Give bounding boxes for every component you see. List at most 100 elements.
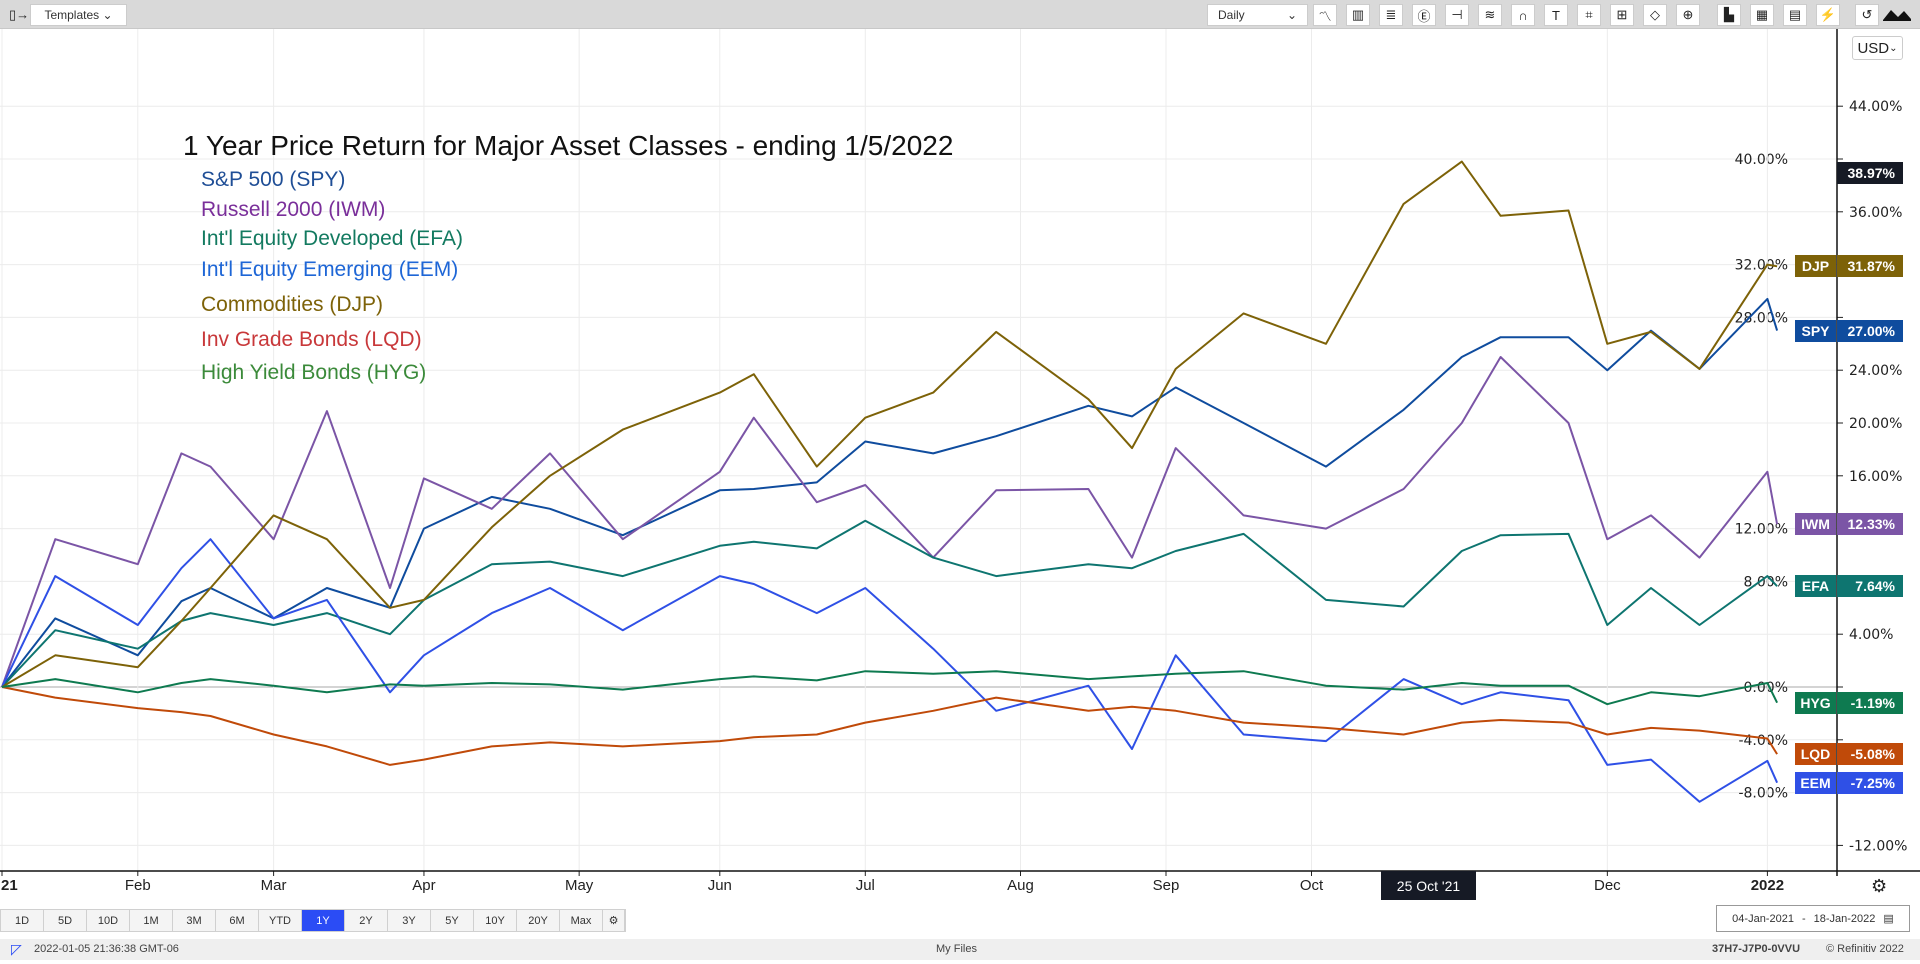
- y-tick-label: 4.00%: [1849, 627, 1893, 643]
- range-button-1d[interactable]: 1D: [1, 910, 44, 931]
- badge-ticker: SPY: [1795, 319, 1836, 342]
- magnet-icon[interactable]: ∩: [1511, 4, 1535, 26]
- range-button-20y[interactable]: 20Y: [517, 910, 560, 931]
- crosshair-icon[interactable]: ⊣: [1445, 4, 1469, 26]
- series-line-lqd: [1, 686, 1778, 766]
- badge-ticker: LQD: [1795, 743, 1836, 766]
- session-code: 37H7-J7P0-0VVU: [1712, 943, 1801, 955]
- price-chart: 44.00%40.00%36.00%32.00%28.00%24.00%20.0…: [0, 29, 1920, 894]
- range-button-5y[interactable]: 5Y: [431, 910, 474, 931]
- chevron-down-icon: ⌄: [1286, 8, 1297, 22]
- legend-item-djp: Commodities (DJP): [201, 293, 384, 316]
- crosshair-value-badge: 38.97%: [1837, 161, 1903, 184]
- last-value-badge-eem: EEM -7.25%: [1795, 771, 1903, 794]
- range-button-3y[interactable]: 3Y: [388, 910, 431, 931]
- y-tick-label: 32.00%: [1735, 258, 1788, 274]
- y-tick-label: 40.00%: [1735, 152, 1788, 168]
- indicators-icon[interactable]: ≣: [1379, 4, 1403, 26]
- badge-ticker: EFA: [1795, 575, 1836, 598]
- templates-dropdown[interactable]: Templates ⌄: [30, 4, 127, 26]
- range-button-1y[interactable]: 1Y: [302, 910, 345, 931]
- rectangle-icon[interactable]: ⌗: [1577, 4, 1601, 26]
- last-value-badge-iwm: IWM 12.33%: [1795, 513, 1903, 536]
- x-tick-label: Jul: [856, 877, 875, 894]
- bar-type-icon[interactable]: ▥: [1346, 4, 1370, 26]
- templates-label: Templates: [44, 8, 100, 22]
- y-tick-label: 36.00%: [1849, 205, 1902, 221]
- studies-icon[interactable]: ≋: [1478, 4, 1502, 26]
- last-value-badge-efa: EFA 7.64%: [1795, 575, 1903, 598]
- badge-value: 31.87%: [1837, 255, 1903, 278]
- x-tick-label: Dec: [1594, 877, 1621, 894]
- y-tick-label: 12.00%: [1735, 522, 1788, 538]
- currency-label: USD: [1857, 39, 1890, 57]
- series-line-hyg: [1, 670, 1778, 706]
- chevron-down-icon: ⌄: [102, 8, 113, 22]
- x-tick-label: Aug: [1007, 877, 1034, 894]
- date-range-picker[interactable]: 04-Jan-2021 - 18-Jan-2022 ▤: [1716, 905, 1910, 932]
- date-from: 04-Jan-2021: [1732, 912, 1794, 925]
- range-button-max[interactable]: Max: [560, 910, 603, 931]
- x-tick-label: Sep: [1153, 877, 1180, 894]
- last-value-badge-spy: SPY 27.00%: [1795, 319, 1903, 342]
- range-button-3m[interactable]: 3M: [173, 910, 216, 931]
- events-icon[interactable]: Ⓔ: [1412, 4, 1436, 26]
- badge-value: 27.00%: [1837, 319, 1903, 342]
- badge-value: 7.64%: [1837, 575, 1903, 598]
- status-bar: ◸ 2022-01-05 21:36:38 GMT-06 My Files 37…: [0, 939, 1920, 960]
- range-button-10d[interactable]: 10D: [87, 910, 130, 931]
- series-line-djp: [1, 160, 1778, 688]
- polygon-icon[interactable]: ◇: [1643, 4, 1667, 26]
- x-tick-label: Mar: [261, 877, 287, 894]
- range-button-10y[interactable]: 10Y: [474, 910, 517, 931]
- range-button-1m[interactable]: 1M: [130, 910, 173, 931]
- date-separator: -: [1801, 912, 1806, 925]
- add-chart-icon[interactable]: ▙: [1717, 4, 1741, 26]
- chart-title: 1 Year Price Return for Major Asset Clas…: [183, 130, 954, 161]
- date-to: 18-Jan-2022: [1813, 912, 1876, 925]
- zoom-in-icon[interactable]: ⊕: [1676, 4, 1700, 26]
- table-icon[interactable]: ▦: [1750, 4, 1774, 26]
- series-line-efa: [1, 519, 1778, 688]
- y-tick-label: 44.00%: [1849, 99, 1902, 115]
- x-tick-label: Apr: [412, 877, 435, 894]
- range-selector: 1D 5D 10D 1M 3M 6M YTD 1Y 2Y 3Y 5Y 10Y 20Y Max ⚙: [0, 909, 626, 932]
- last-value-badge-djp: DJP 31.87%: [1795, 255, 1903, 278]
- x-tick-label: Oct: [1300, 877, 1324, 894]
- x-tick-label: May: [565, 877, 594, 894]
- range-button-5d[interactable]: 5D: [44, 910, 87, 931]
- fit-icon[interactable]: ⊞: [1610, 4, 1634, 26]
- badge-value: 38.97%: [1837, 161, 1903, 184]
- range-button-6m[interactable]: 6M: [216, 910, 259, 931]
- badge-value: -5.08%: [1837, 743, 1903, 766]
- chevron-down-icon: ⌄: [1889, 42, 1898, 54]
- interval-label: Daily: [1218, 8, 1245, 22]
- axis-settings-gear-icon[interactable]: ⚙: [1871, 876, 1888, 896]
- compare-icon[interactable]: ⚡: [1816, 4, 1840, 26]
- toggle-panel-icon[interactable]: ▯→: [9, 7, 30, 22]
- y-tick-label: -8.00%: [1738, 786, 1788, 802]
- legend-item-iwm: Russell 2000 (IWM): [201, 198, 386, 221]
- crosshair-date-label: 25 Oct '21: [1381, 871, 1476, 900]
- badge-ticker: EEM: [1795, 771, 1836, 794]
- my-files-link[interactable]: My Files: [936, 943, 977, 955]
- y-tick-label: 24.00%: [1849, 363, 1902, 379]
- line-chart-icon[interactable]: 〽: [1313, 4, 1337, 26]
- text-icon[interactable]: T: [1544, 4, 1568, 26]
- y-tick-label: 20.00%: [1849, 416, 1902, 432]
- x-tick-label: 2022: [1751, 877, 1784, 894]
- x-tick-label: Feb: [125, 877, 151, 894]
- range-button-ytd[interactable]: YTD: [259, 910, 302, 931]
- y-tick-label: 0.00%: [1744, 680, 1788, 696]
- x-tick-label: Jun: [708, 877, 732, 894]
- badge-ticker: IWM: [1795, 513, 1836, 536]
- range-button-2y[interactable]: 2Y: [345, 910, 388, 931]
- interval-dropdown[interactable]: Daily ⌄: [1207, 4, 1308, 26]
- chart-area[interactable]: 44.00% 40.00% 36.00% 32.00% 28.00% 24.00% 20.0…: [0, 29, 1920, 905]
- news-icon[interactable]: ▤: [1783, 4, 1807, 26]
- range-settings-gear-icon[interactable]: ⚙: [603, 910, 625, 931]
- currency-dropdown[interactable]: USD ⌄: [1852, 36, 1903, 60]
- timestamp: 2022-01-05 21:36:38 GMT-06: [34, 943, 179, 955]
- reset-icon[interactable]: ↺: [1855, 4, 1879, 26]
- calendar-icon: ▤: [1883, 913, 1894, 925]
